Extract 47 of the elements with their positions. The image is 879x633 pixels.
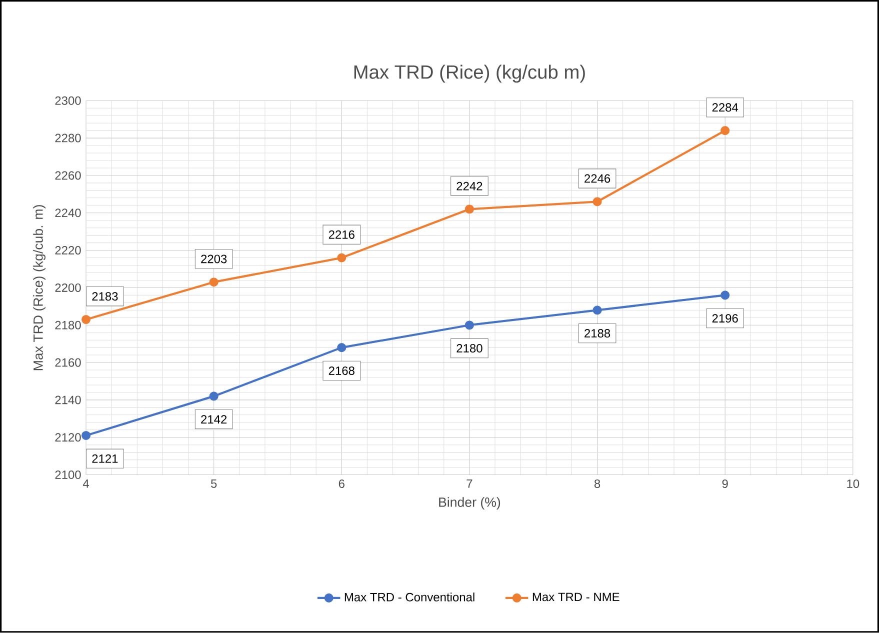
point [592,197,602,206]
point [337,253,346,262]
x-tick-label: 4 [82,480,89,488]
data-label: 2242 [456,182,482,190]
x-tick-label: 6 [338,480,344,488]
point [81,315,91,324]
x-tick-label: 10 [847,480,860,488]
chart-title: Max TRD (Rice) (kg/cub m) [354,64,585,83]
point [209,392,218,401]
point [337,343,346,352]
data-label: 2216 [328,230,354,240]
y-tick-label: 2260 [55,171,81,180]
y-tick-label: 2120 [55,433,81,442]
y-tick-label: 2160 [55,358,81,367]
y-tick-label: 2280 [55,134,81,142]
y-tick-label: 2240 [55,208,81,218]
point [464,320,474,330]
y-tick-label: 2200 [55,284,81,292]
point [81,431,91,440]
y-tick-label: 2140 [55,396,81,404]
data-label: 2284 [712,103,738,112]
point [592,306,602,315]
point [720,126,730,136]
y-tick-label: 2300 [55,96,81,106]
x-tick-label: 5 [210,480,217,488]
data-label: 2168 [328,366,354,376]
data-label: 2246 [584,174,610,183]
legend-label: Max TRD - NME [532,592,620,602]
y-tick-label: 2100 [55,470,81,480]
point [464,204,474,214]
x-axis-title: Binder (%) [439,497,500,510]
point [209,278,218,287]
x-tick-label: 8 [594,480,600,488]
data-label: 2188 [584,329,610,338]
x-tick-label: 9 [722,480,728,488]
data-label: 2180 [456,344,482,353]
y-tick-label: 2180 [55,321,81,330]
x-tick-label: 7 [466,480,472,488]
legend-label: Max TRD - Conventional [344,592,474,602]
data-label: 2121 [92,454,118,463]
data-label: 2183 [92,292,118,301]
y-tick-label: 2220 [55,246,81,255]
point [720,290,730,300]
data-label: 2142 [201,415,227,424]
y-axis-title: Max TRD (Rice) (kg/cub. m) [33,205,46,370]
data-label: 2203 [201,254,227,264]
data-label: 2196 [712,314,738,323]
